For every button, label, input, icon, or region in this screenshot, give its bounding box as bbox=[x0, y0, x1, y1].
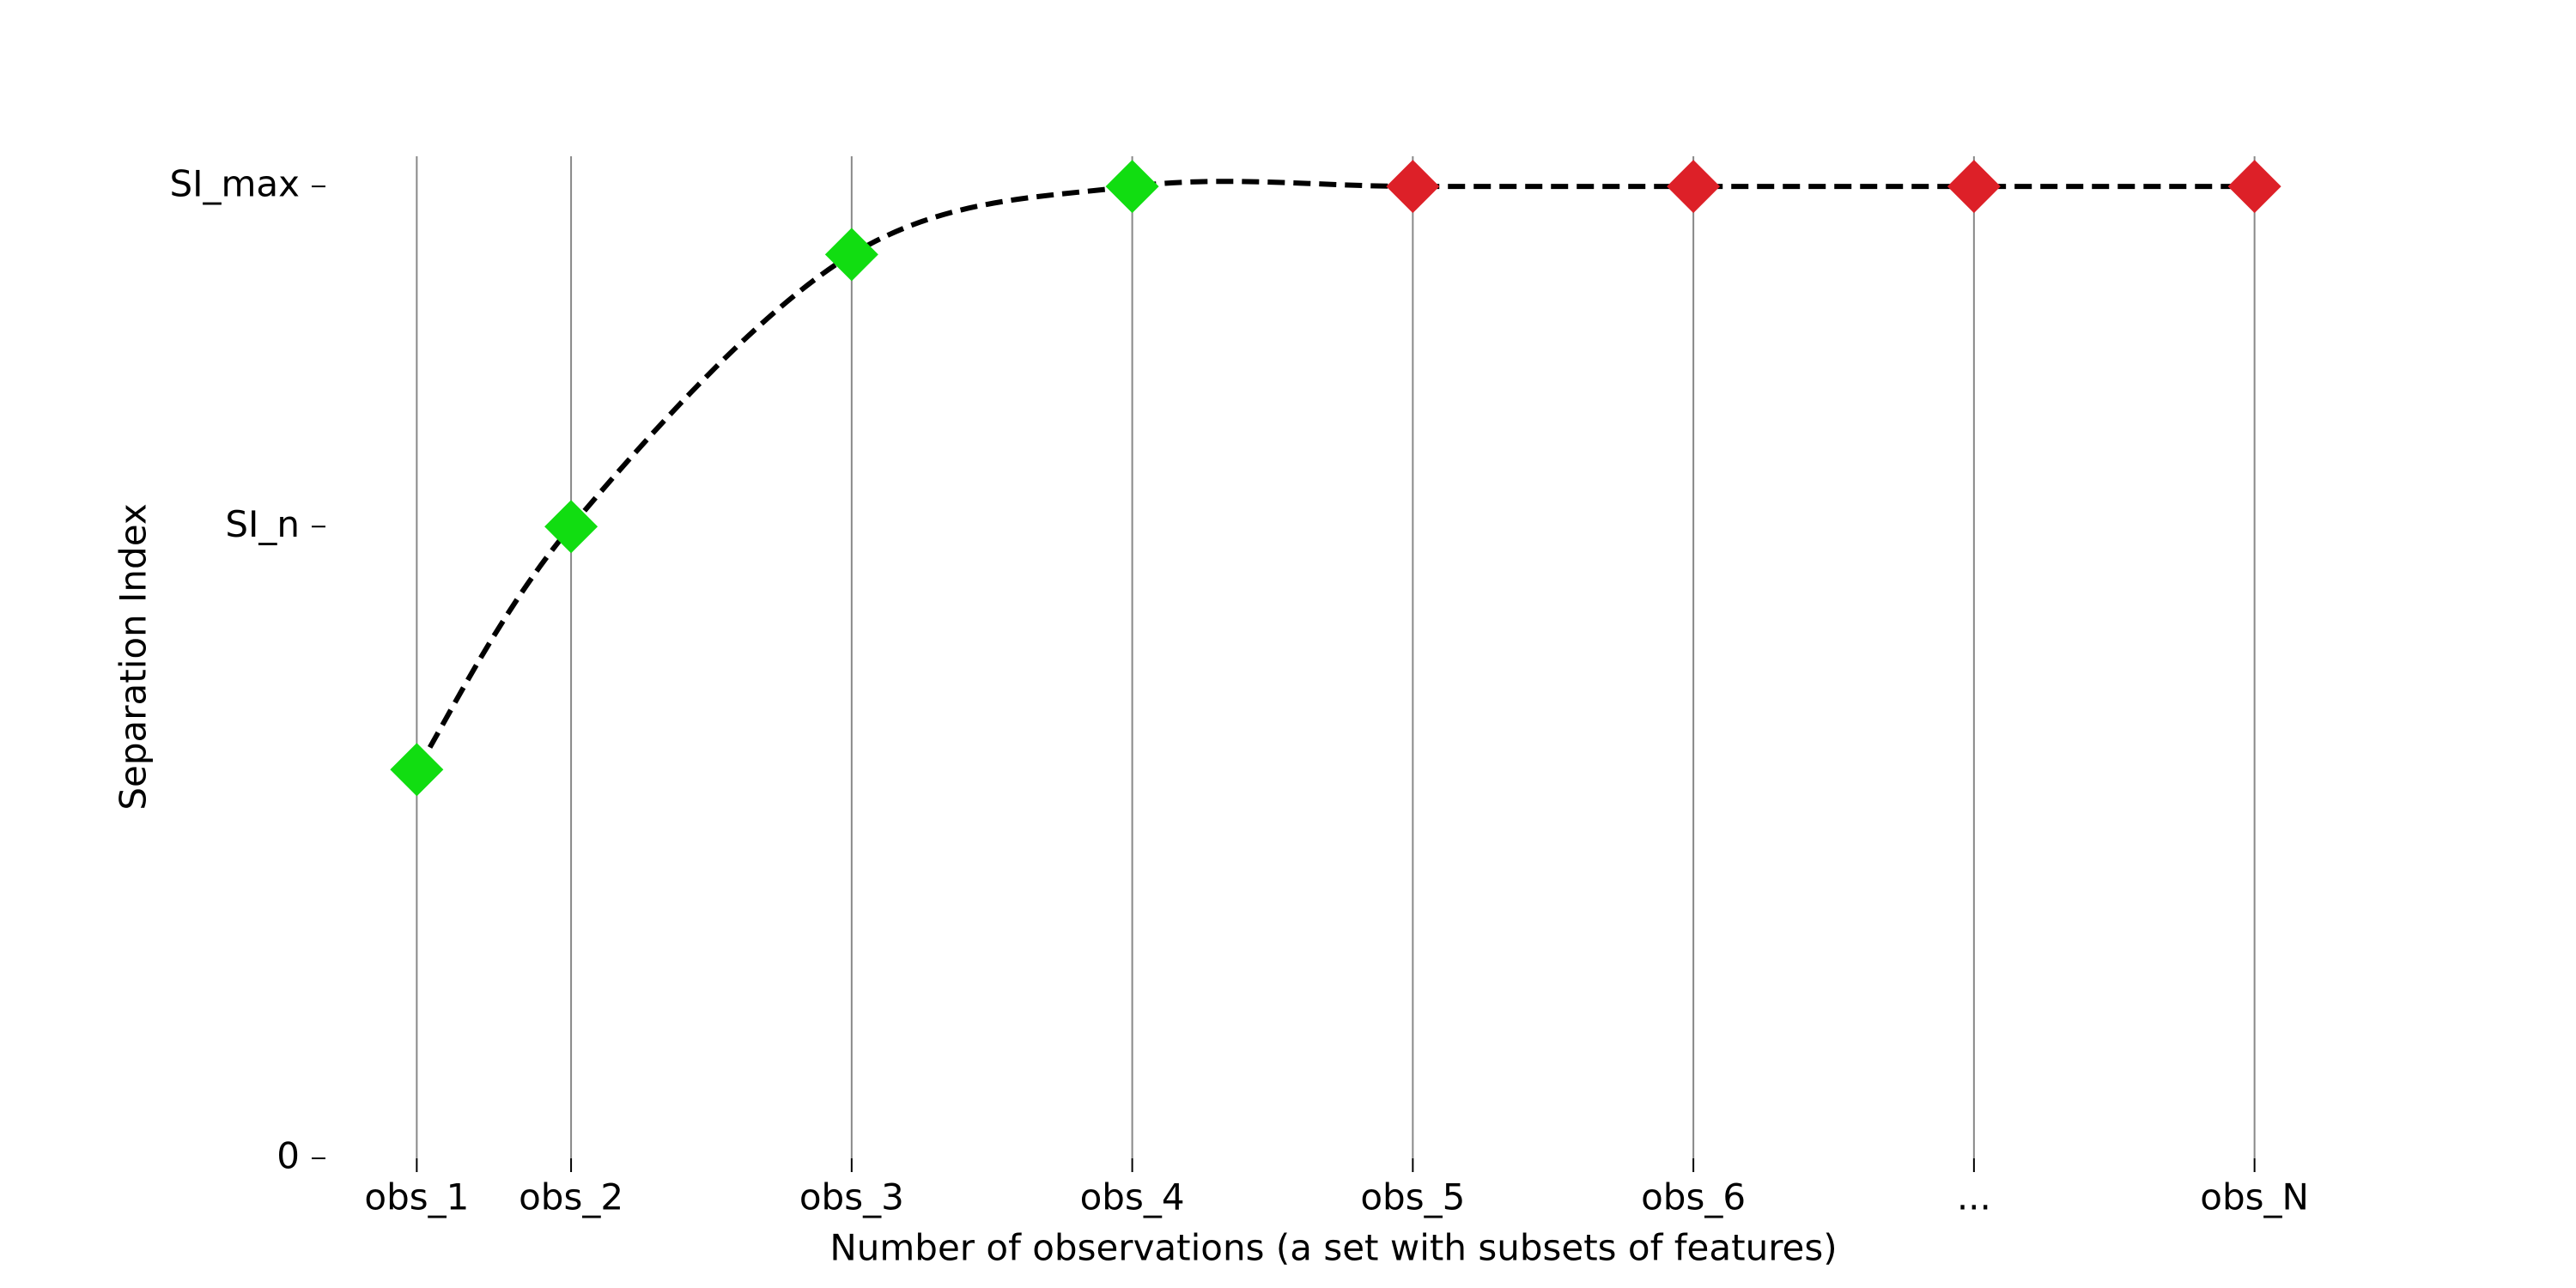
data-point bbox=[390, 743, 444, 797]
data-point bbox=[1105, 160, 1159, 214]
x-tick-label: obs_3 bbox=[799, 1176, 904, 1218]
data-point bbox=[544, 500, 598, 554]
x-tick-label: obs_2 bbox=[519, 1176, 623, 1218]
data-point bbox=[824, 228, 878, 282]
data-point bbox=[1667, 160, 1721, 214]
y-tick-label: SI_max bbox=[169, 163, 300, 205]
y-axis-title: Separation Index bbox=[112, 503, 155, 810]
x-tick-label: ... bbox=[1957, 1176, 1991, 1218]
x-tick-label: obs_4 bbox=[1080, 1176, 1185, 1218]
data-point bbox=[2227, 160, 2281, 214]
x-tick-label: obs_N bbox=[2200, 1176, 2309, 1218]
x-axis-title: Number of observations (a set with subse… bbox=[829, 1227, 1837, 1269]
x-tick-label: obs_1 bbox=[364, 1176, 469, 1218]
data-point bbox=[1947, 160, 2001, 214]
y-tick-label: 0 bbox=[276, 1135, 300, 1177]
x-tick-label: obs_5 bbox=[1360, 1176, 1465, 1218]
data-point bbox=[1386, 160, 1440, 214]
x-tick-label: obs_6 bbox=[1641, 1176, 1746, 1218]
y-tick-label: SI_n bbox=[225, 503, 300, 545]
data-line bbox=[414, 179, 2255, 771]
